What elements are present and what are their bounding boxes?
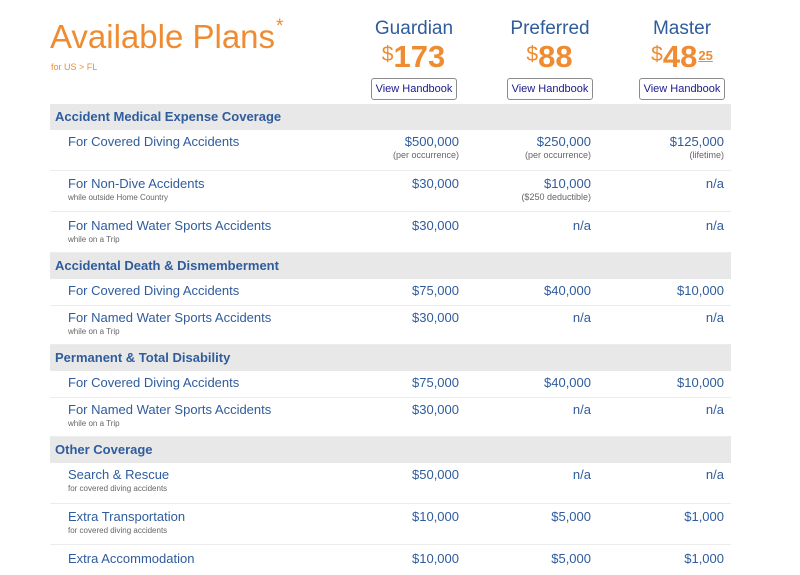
row-label: Extra Accommodation xyxy=(68,551,195,566)
master-value: n/a xyxy=(705,176,724,191)
view-handbook-button[interactable]: View Handbook xyxy=(638,78,726,100)
plan-name: Master xyxy=(652,18,712,39)
preferred-value: n/a xyxy=(572,402,591,417)
table-row: For Non-Dive Accidents while outside Home… xyxy=(50,171,731,212)
row-label: For Named Water Sports Accidents while on… xyxy=(68,310,272,336)
preferred-value: n/a xyxy=(572,310,591,325)
preferred-value: $10,000 ($250 deductible) xyxy=(521,176,591,202)
preferred-value: n/a xyxy=(572,467,591,482)
preferred-value: $40,000 xyxy=(544,375,591,390)
preferred-value: $40,000 xyxy=(544,283,591,298)
guardian-value: $30,000 xyxy=(412,402,459,417)
master-value: $1,000 xyxy=(684,551,724,566)
plan-name: Guardian xyxy=(374,18,454,39)
plan-price: $173 xyxy=(381,39,446,74)
table-row: For Covered Diving Accidents $500,000 (pe… xyxy=(50,130,731,171)
row-label: For Covered Diving Accidents xyxy=(68,375,240,390)
preferred-value: $5,000 xyxy=(551,551,591,566)
plans-header: Available Plans* for US > FL Guardian $1… xyxy=(0,0,800,104)
row-label: For Named Water Sports Accidents while on… xyxy=(68,402,272,428)
row-label: Search & Rescue for covered diving accide… xyxy=(68,467,170,493)
guardian-value: $500,000 (per occurrence) xyxy=(392,134,459,160)
table-row: For Covered Diving Accidents $75,000 $40… xyxy=(50,279,731,306)
section-header: Accident Medical Expense Coverage xyxy=(50,104,731,130)
plan-price: $4825 xyxy=(651,39,713,74)
plan-guardian: Guardian $173 View Handbook xyxy=(334,18,494,100)
row-label: For Named Water Sports Accidents while on… xyxy=(68,218,272,244)
section-header: Permanent & Total Disability xyxy=(50,345,731,371)
guardian-value: $30,000 xyxy=(412,310,459,325)
master-value: $125,000 (lifetime) xyxy=(669,134,724,160)
view-handbook-button[interactable]: View Handbook xyxy=(370,78,458,100)
plan-price: $88 xyxy=(526,39,573,74)
guardian-value: $75,000 xyxy=(412,375,459,390)
guardian-value: $10,000 xyxy=(412,551,459,566)
section-header: Accidental Death & Dismemberment xyxy=(50,253,731,279)
view-handbook-button[interactable]: View Handbook xyxy=(506,78,594,100)
guardian-value: $10,000 xyxy=(412,509,459,524)
preferred-value: $5,000 xyxy=(551,509,591,524)
master-value: n/a xyxy=(705,310,724,325)
table-row: For Named Water Sports Accidents while on… xyxy=(50,212,731,253)
section-header: Other Coverage xyxy=(50,437,731,463)
table-row: For Covered Diving Accidents $75,000 $40… xyxy=(50,371,731,398)
master-value: n/a xyxy=(705,402,724,417)
row-label: Extra Transportation for covered diving a… xyxy=(68,509,186,535)
table-row: Extra Accommodation $10,000 $5,000 $1,00… xyxy=(50,545,731,575)
table-row: Extra Transportation for covered diving a… xyxy=(50,504,731,545)
plan-preferred: Preferred $88 View Handbook xyxy=(470,18,630,100)
preferred-value: $250,000 (per occurrence) xyxy=(524,134,591,160)
row-label: For Non-Dive Accidents while outside Home… xyxy=(68,176,205,202)
guardian-value: $50,000 xyxy=(412,467,459,482)
master-value: n/a xyxy=(705,218,724,233)
preferred-value: n/a xyxy=(572,218,591,233)
master-value: n/a xyxy=(705,467,724,482)
master-value: $10,000 xyxy=(677,375,724,390)
guardian-value: $75,000 xyxy=(412,283,459,298)
page-title: Available Plans* xyxy=(50,16,284,55)
plan-master: Master $4825 View Handbook xyxy=(602,18,762,100)
location-label: for US > FL xyxy=(51,62,98,72)
table-row: Search & Rescue for covered diving accide… xyxy=(50,463,731,504)
row-label: For Covered Diving Accidents xyxy=(68,134,240,149)
plan-name: Preferred xyxy=(510,18,590,39)
title-asterisk: * xyxy=(276,16,284,37)
master-value: $10,000 xyxy=(677,283,724,298)
row-label: For Covered Diving Accidents xyxy=(68,283,240,298)
coverage-table: Accident Medical Expense Coverage For Co… xyxy=(50,104,731,575)
guardian-value: $30,000 xyxy=(412,176,459,191)
guardian-value: $30,000 xyxy=(412,218,459,233)
master-value: $1,000 xyxy=(684,509,724,524)
table-row: For Named Water Sports Accidents while on… xyxy=(50,306,731,345)
table-row: For Named Water Sports Accidents while on… xyxy=(50,398,731,437)
